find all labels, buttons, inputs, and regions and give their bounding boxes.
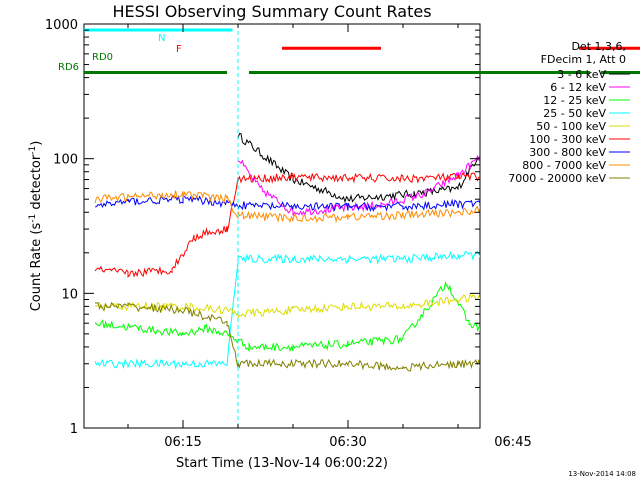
plot-frame [83,23,481,429]
legend-label-6: 300 - 800 keV [529,146,606,159]
y-tick-label: 10 [61,287,78,302]
legend-label-1: 6 - 12 keV [550,81,606,94]
series-line-0 [237,132,480,204]
legend-label-5: 100 - 300 keV [529,133,606,146]
y-tick-label: 1 [70,422,78,437]
state-label-rd6: RD6 [58,62,79,73]
state-label-rd0: RD0 [92,52,113,63]
legend-label-0: 3 - 6 keV [557,68,606,81]
y-tick-label: 1000 [45,18,78,33]
legend-label-8: 7000 - 20000 keV [508,172,606,185]
legend-label-4: 50 - 100 keV [536,120,606,133]
x-tick-label: 06:30 [329,435,366,450]
series-line-6 [94,194,480,212]
series-line-5 [94,172,480,278]
x-tick-label: 06:15 [164,435,201,450]
legend-label-2: 12 - 25 keV [543,94,606,107]
legend-header-2: FDecim 1, Att 0 [541,53,626,66]
state-label-n: N [158,33,165,44]
series-line-3 [94,250,480,370]
legend-header-1: Det 1,3,6, [571,40,626,53]
y-axis-label: Count Rate (s-1 detector-1) [28,141,44,312]
series-layer [94,132,480,372]
timestamp: 13-Nov-2014 14:08 [568,470,636,478]
series-line-4 [94,292,480,320]
x-axis-label: Start Time (13-Nov-14 06:00:22) [176,456,388,471]
series-line-2 [94,281,480,353]
dashed-vertical-lines [237,24,239,428]
y-tick-label: 100 [53,153,78,168]
chart-title: HESSI Observing Summary Count Rates [112,2,431,21]
series-line-7 [94,190,480,224]
x-tick-label: 06:45 [494,435,531,450]
series-line-1 [237,155,480,216]
state-label-f: F [176,44,182,55]
y-ticks: 1 10 100 1000 [45,18,480,437]
legend-label-7: 800 - 7000 keV [522,159,606,172]
legend-label-3: 25 - 50 keV [543,107,606,120]
series-line-8 [94,301,480,372]
state-bars: NF RD0 RD6 [58,28,640,74]
